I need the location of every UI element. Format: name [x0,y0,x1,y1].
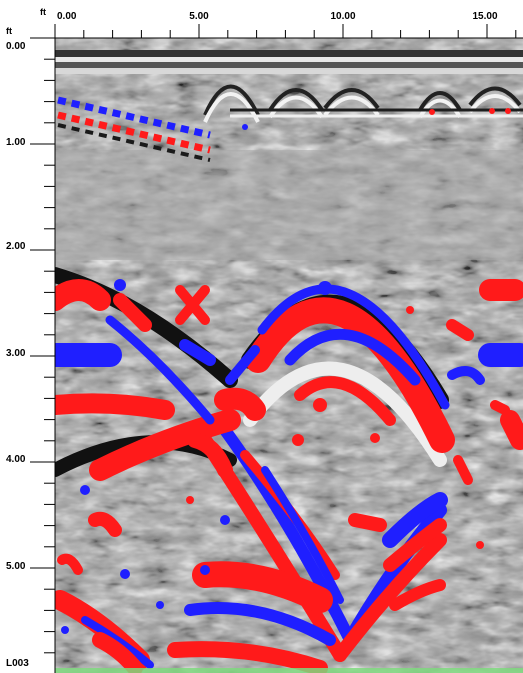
horizontal-axis: ft 0.00 5.00 10.00 15.00 [40,7,523,39]
vertical-axis-unit: ft [6,26,12,36]
vertical-tick-label: 4.00 [6,454,26,465]
vertical-tick-label: 3.00 [6,348,26,359]
shallow-diagonal-reflector [57,96,211,162]
main-hyperbola-red [245,297,455,453]
vertical-tick-label: 1.00 [6,137,26,148]
surface-band-dark [55,50,523,57]
horizontal-axis-unit: ft [40,7,46,17]
shallow-hyperbolas [203,84,523,123]
bottom-marker-strip [55,668,523,673]
deep-reflection-zone [55,267,523,673]
vertical-tick-label: 5.00 [6,561,26,572]
radargram-plot [55,38,523,673]
horizontal-tick-label: 5.00 [189,11,209,22]
surface-band-light [55,57,523,62]
vertical-tick-label: 0.00 [6,41,26,52]
horizontal-tick-label: 15.00 [472,11,497,22]
vertical-axis: ft 0.00 1.00 2.00 3.00 4.00 5.00 [6,26,56,673]
vertical-tick-label: 2.00 [6,241,26,252]
line-label: L003 [6,658,29,669]
horizontal-axis-ticks [54,24,517,38]
vertical-axis-ticks [30,37,55,654]
horizontal-tick-label: 0.00 [57,11,77,22]
main-hyperbola-blue [257,284,450,410]
scatter-blobs [61,279,484,634]
horizontal-tick-label: 10.00 [330,11,355,22]
